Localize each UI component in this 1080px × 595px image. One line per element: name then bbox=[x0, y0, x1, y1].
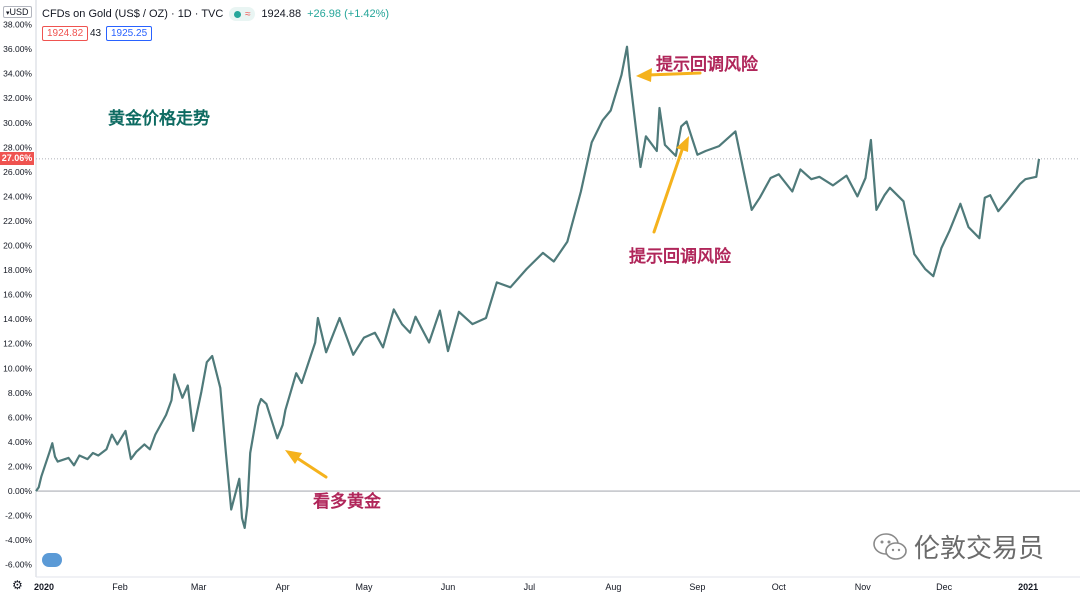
y-tick-label: 36.00% bbox=[3, 44, 32, 54]
x-axis: 2020 Feb Mar Apr May Jun Jul Aug Sep Oct Nov Dec 202… bbox=[34, 582, 1038, 592]
last-price: 1924.88 bbox=[261, 8, 302, 20]
watermark-text: 伦敦交易员 bbox=[913, 534, 1044, 564]
tradingview-logo-icon[interactable] bbox=[42, 553, 62, 567]
wave-icon: ≈ bbox=[245, 8, 251, 20]
arrow-bull-head bbox=[285, 450, 302, 464]
y-axis: -6.00% -4.00% -2.00% 0.00% 2.00% 4.00% 6.00% 8.… bbox=[3, 20, 32, 570]
x-tick-label: Aug bbox=[605, 582, 621, 592]
arrow-bull-shaft bbox=[295, 456, 328, 479]
arrow-mid-head bbox=[676, 136, 689, 152]
y-tick-label: 6.00% bbox=[8, 412, 33, 422]
watermark: 伦敦交易员 bbox=[872, 528, 1044, 565]
market-status-pill[interactable]: ≈ bbox=[229, 7, 256, 21]
x-tick-label: Nov bbox=[855, 582, 872, 592]
y-tick-label: 8.00% bbox=[8, 388, 33, 398]
y-tick-label: 2.00% bbox=[8, 462, 33, 472]
x-tick-label: Jun bbox=[441, 582, 456, 592]
annotation-risk-bottom: 提示回调风险 bbox=[629, 247, 731, 267]
chart-annotation-title: 黄金价格走势 bbox=[108, 109, 210, 129]
x-tick-label: Jul bbox=[524, 582, 536, 592]
right-margin bbox=[1045, 0, 1080, 595]
arrow-top-head bbox=[636, 68, 652, 82]
x-tick-label: Oct bbox=[772, 582, 787, 592]
currency-selector[interactable]: ▾USD bbox=[3, 6, 32, 18]
y-tick-label: 22.00% bbox=[3, 216, 32, 226]
y-tick-label: -6.00% bbox=[5, 560, 32, 570]
x-tick-label: Feb bbox=[112, 582, 128, 592]
caret-down-icon: ▾ bbox=[6, 10, 10, 17]
gold-price-series-line bbox=[35, 45, 1041, 530]
currency-label: USD bbox=[9, 7, 29, 17]
y-tick-label: 34.00% bbox=[3, 69, 32, 79]
y-tick-label: -4.00% bbox=[5, 535, 32, 545]
y-tick-label: 16.00% bbox=[3, 290, 32, 300]
ask-button[interactable]: 1925.25 bbox=[106, 26, 153, 41]
y-tick-label: 18.00% bbox=[3, 265, 32, 275]
current-value-tag: 27.06% bbox=[0, 152, 34, 166]
chat-bubble-icon bbox=[873, 532, 907, 560]
y-tick-label: 0.00% bbox=[8, 486, 33, 496]
settings-gear-icon[interactable]: ⚙ bbox=[12, 578, 23, 592]
volume-value: 43 bbox=[90, 28, 102, 39]
symbol-title[interactable]: CFDs on Gold (US$ / OZ) · 1D · TVC bbox=[42, 8, 224, 20]
annotation-bullish: 看多黄金 bbox=[313, 492, 381, 512]
y-tick-label: 38.00% bbox=[3, 20, 32, 30]
y-tick-label: 14.00% bbox=[3, 314, 32, 324]
y-tick-label: 12.00% bbox=[3, 339, 32, 349]
x-tick-label: Apr bbox=[276, 582, 290, 592]
y-tick-label: 30.00% bbox=[3, 118, 32, 128]
y-tick-label: 32.00% bbox=[3, 93, 32, 103]
x-tick-label: 2021 bbox=[1018, 582, 1038, 592]
y-tick-label: 24.00% bbox=[3, 191, 32, 201]
annotation-arrows bbox=[285, 68, 702, 479]
x-tick-label: May bbox=[356, 582, 374, 592]
bid-button[interactable]: 1924.82 bbox=[42, 26, 89, 41]
y-tick-label: 20.00% bbox=[3, 241, 32, 251]
chart-header: CFDs on Gold (US$ / OZ) · 1D · TVC ≈ 192… bbox=[42, 7, 389, 21]
y-tick-label: 10.00% bbox=[3, 363, 32, 373]
y-tick-label: -2.00% bbox=[5, 511, 32, 521]
arrow-top-shaft bbox=[646, 71, 702, 77]
y-tick-label: 26.00% bbox=[3, 167, 32, 177]
x-tick-label: 2020 bbox=[34, 582, 54, 592]
x-tick-label: Sep bbox=[689, 582, 705, 592]
annotation-risk-top: 提示回调风险 bbox=[656, 55, 758, 75]
x-tick-label: Mar bbox=[191, 582, 207, 592]
arrow-mid-shaft bbox=[652, 148, 684, 234]
y-tick-label: 28.00% bbox=[3, 142, 32, 152]
market-open-icon bbox=[234, 10, 242, 18]
x-tick-label: Dec bbox=[936, 582, 953, 592]
y-tick-label: 4.00% bbox=[8, 437, 33, 447]
price-change: +26.98 (+1.42%) bbox=[307, 8, 390, 20]
